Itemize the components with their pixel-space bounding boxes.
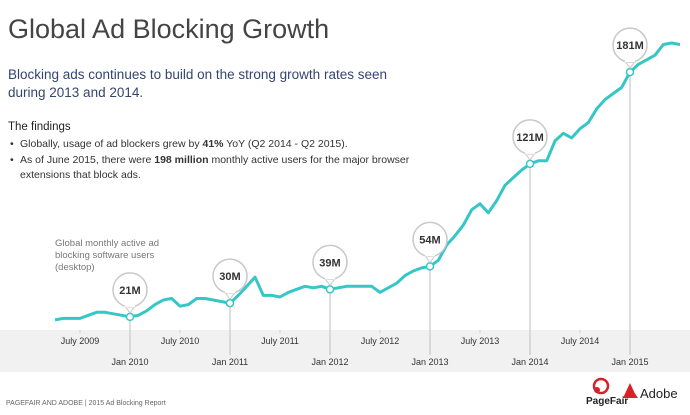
text: 198 million xyxy=(154,154,209,166)
series-line xyxy=(54,41,681,322)
point-marker xyxy=(425,262,435,271)
x-tick-label: July 2012 xyxy=(361,336,400,346)
point-marker xyxy=(225,298,235,308)
bullet: As of June 2015, there were 198 million … xyxy=(8,153,460,183)
pagefair-icon xyxy=(592,377,610,395)
x-tick-label: Jan 2015 xyxy=(611,357,648,367)
text: YoY (Q2 2014 - Q2 2015). xyxy=(223,138,348,150)
x-axis-band xyxy=(0,330,690,372)
annotation-label: 54M xyxy=(419,234,440,246)
bullet: Globally, usage of ad blockers grew by 4… xyxy=(8,137,460,152)
callout-mask xyxy=(525,149,535,154)
annotations xyxy=(129,72,631,355)
callout-mask xyxy=(125,302,135,307)
point-marker xyxy=(625,67,635,77)
text: 41% xyxy=(202,138,224,150)
x-tick-label: Jan 2010 xyxy=(111,357,148,367)
x-tick-label: Jan 2011 xyxy=(212,357,248,367)
annotation-label: 21M xyxy=(119,285,140,297)
annotation-label: 30M xyxy=(219,271,240,283)
x-tick-label: Jan 2014 xyxy=(511,357,548,367)
annotation-label: 39M xyxy=(319,257,340,269)
point-marker xyxy=(325,285,335,294)
point-marker xyxy=(525,159,535,169)
x-tick-label: July 2009 xyxy=(61,336,100,346)
callout-mask xyxy=(625,58,635,63)
text: monthly active users for the major brows… xyxy=(20,154,410,181)
callout-mask xyxy=(225,289,235,294)
callout-mask xyxy=(325,275,335,280)
series-label: Global monthly active ad blocking softwa… xyxy=(55,238,160,273)
title: Global Ad Blocking Growth xyxy=(8,14,330,44)
logo-text: Adobe xyxy=(640,386,678,401)
x-tick-label: July 2013 xyxy=(461,336,500,346)
subtitle: Blocking ads continues to build on the s… xyxy=(8,67,387,100)
x-tick-label: Jan 2012 xyxy=(311,357,348,367)
findings-heading: The findings xyxy=(8,121,71,133)
annotation-label: 181M xyxy=(616,40,644,52)
callout-mask xyxy=(425,252,435,257)
x-tick-label: July 2010 xyxy=(161,336,200,346)
logo-text: PageFair xyxy=(586,396,628,407)
x-tick-label: Jan 2013 xyxy=(411,357,448,367)
adobe-icon xyxy=(623,383,638,398)
text: As of June 2015, there were xyxy=(20,154,155,166)
annotation-label: 121M xyxy=(516,132,544,144)
text: Globally, usage of ad blockers grew by xyxy=(20,138,203,150)
footer: PAGEFAIR AND ADOBE | 2015 Ad Blocking Re… xyxy=(6,400,166,407)
point-marker xyxy=(125,312,135,322)
x-tick-label: July 2011 xyxy=(261,336,299,346)
x-tick-label: July 2014 xyxy=(561,336,600,346)
